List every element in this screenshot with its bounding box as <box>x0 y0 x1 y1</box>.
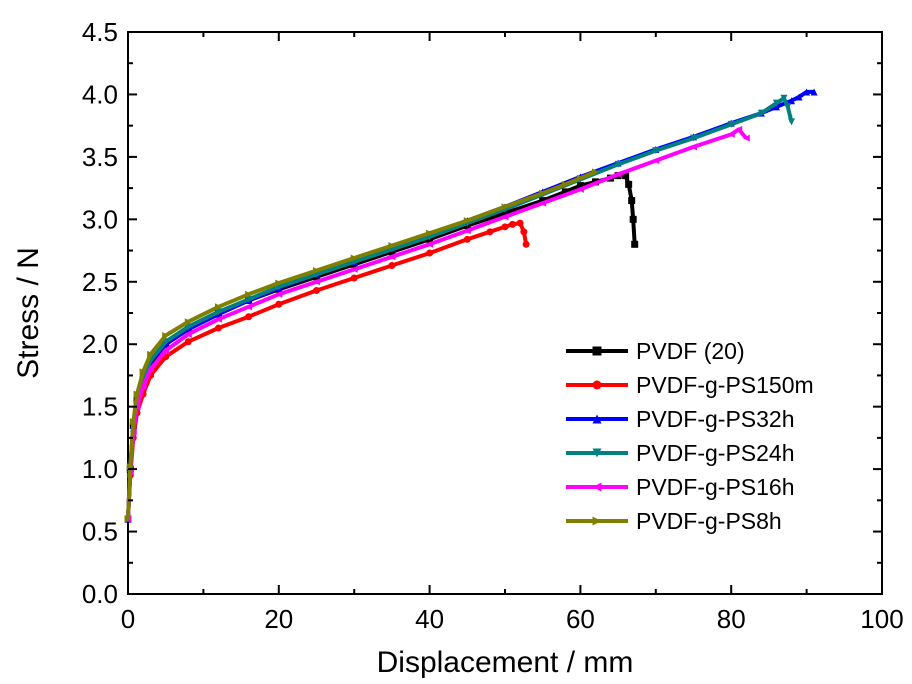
x-axis-ticks: 0 20 40 60 80 100 <box>121 32 904 634</box>
y-tick-label: 3.0 <box>82 204 118 234</box>
legend-label: PVDF-g-PS16h <box>636 474 795 500</box>
data-point <box>509 221 516 228</box>
data-point <box>788 118 795 125</box>
x-tick-label: 40 <box>415 604 444 634</box>
legend-marker <box>593 347 602 356</box>
y-axis-title: Stress / N <box>12 247 45 379</box>
x-tick-label: 20 <box>264 604 293 634</box>
series-group <box>125 168 599 522</box>
y-tick-label: 2.0 <box>82 329 118 359</box>
y-tick-label: 4.0 <box>82 79 118 109</box>
y-tick-label: 4.5 <box>82 17 118 47</box>
data-point <box>245 313 252 320</box>
x-axis-title: Displacement / mm <box>377 646 634 679</box>
legend-label: PVDF-g-PS8h <box>636 508 782 534</box>
legend-label: PVDF-g-PS150m <box>636 372 814 398</box>
legend-label: PVDF (20) <box>636 338 745 364</box>
legend-marker <box>593 483 602 492</box>
x-tick-label: 0 <box>121 604 135 634</box>
data-point <box>185 338 192 345</box>
data-point <box>502 223 509 230</box>
y-tick-label: 1.0 <box>82 454 118 484</box>
data-point <box>313 287 320 294</box>
y-tick-label: 0.0 <box>82 579 118 609</box>
data-point <box>426 250 433 257</box>
x-tick-label: 100 <box>860 604 903 634</box>
x-tick-label: 80 <box>717 604 746 634</box>
legend-label: PVDF-g-PS24h <box>636 440 795 466</box>
y-tick-label: 2.5 <box>82 267 118 297</box>
legend-label: PVDF-g-PS32h <box>636 406 795 432</box>
series-group <box>125 172 639 522</box>
data-point <box>628 197 635 204</box>
data-point <box>630 216 637 223</box>
data-point <box>631 241 638 248</box>
data-point <box>388 262 395 269</box>
series-line <box>128 176 635 519</box>
data-point <box>486 228 493 235</box>
data-point <box>517 220 524 227</box>
data-point <box>275 301 282 308</box>
y-tick-label: 1.5 <box>82 392 118 422</box>
data-point <box>351 275 358 282</box>
legend-marker <box>593 517 602 526</box>
data-point <box>625 181 632 188</box>
data-point <box>215 324 222 331</box>
legend: PVDF (20) PVDF-g-PS150m PVDF-g-PS32h PVDF-g… <box>566 338 814 534</box>
legend-marker <box>593 381 602 390</box>
data-point <box>520 228 527 235</box>
y-tick-label: 3.5 <box>82 142 118 172</box>
series-line <box>128 172 596 519</box>
data-point <box>523 241 530 248</box>
data-point <box>464 236 471 243</box>
y-tick-label: 0.5 <box>82 517 118 547</box>
x-tick-label: 60 <box>566 604 595 634</box>
